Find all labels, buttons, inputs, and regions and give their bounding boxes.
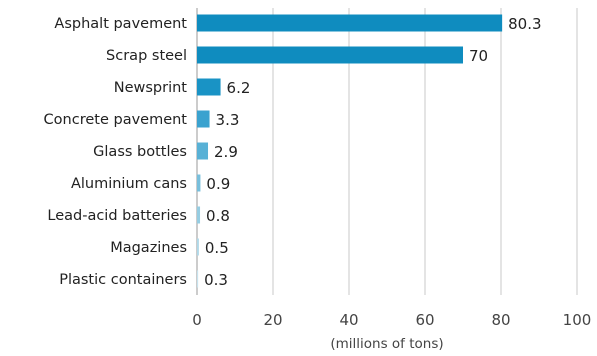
x-tick-label: 60 bbox=[415, 311, 434, 329]
value-label: 6.2 bbox=[227, 79, 251, 97]
bar bbox=[197, 142, 209, 160]
value-label: 70 bbox=[469, 47, 488, 65]
bars bbox=[197, 14, 503, 288]
category-label: Scrap steel bbox=[106, 48, 187, 64]
category-label: Magazines bbox=[110, 240, 187, 256]
value-labels: 80.3 70 6.2 3.3 2.9 0.9 0.8 0.5 0.3 bbox=[204, 15, 541, 289]
value-label: 0.3 bbox=[204, 271, 228, 289]
x-axis-ticks: 0 20 40 60 80 100 bbox=[192, 311, 591, 329]
category-label: Plastic containers bbox=[59, 272, 187, 288]
bar bbox=[197, 46, 463, 64]
bar bbox=[197, 78, 221, 96]
bar bbox=[197, 206, 201, 224]
value-label: 2.9 bbox=[214, 143, 238, 161]
x-tick-label: 80 bbox=[491, 311, 510, 329]
x-tick-label: 20 bbox=[263, 311, 282, 329]
value-label: 0.5 bbox=[205, 239, 229, 257]
x-tick-label: 0 bbox=[192, 311, 202, 329]
category-label: Aluminium cans bbox=[71, 176, 187, 192]
x-axis-label: (millions of tons) bbox=[330, 336, 443, 352]
category-label: Lead-acid batteries bbox=[47, 208, 187, 224]
bar bbox=[197, 174, 201, 192]
x-tick-label: 40 bbox=[339, 311, 358, 329]
value-label: 3.3 bbox=[216, 111, 240, 129]
x-tick-label: 100 bbox=[563, 311, 592, 329]
category-labels: Asphalt pavement Scrap steel Newsprint Conc… bbox=[44, 16, 188, 288]
category-label: Asphalt pavement bbox=[54, 16, 187, 32]
bar bbox=[197, 270, 199, 288]
category-label: Newsprint bbox=[114, 80, 188, 96]
value-label: 0.8 bbox=[206, 207, 230, 225]
value-label: 80.3 bbox=[508, 15, 541, 33]
bar bbox=[197, 14, 503, 32]
bar bbox=[197, 238, 199, 256]
value-label: 0.9 bbox=[206, 175, 230, 193]
category-label: Concrete pavement bbox=[44, 112, 188, 128]
bar bbox=[197, 110, 210, 128]
category-label: Glass bottles bbox=[93, 144, 187, 160]
